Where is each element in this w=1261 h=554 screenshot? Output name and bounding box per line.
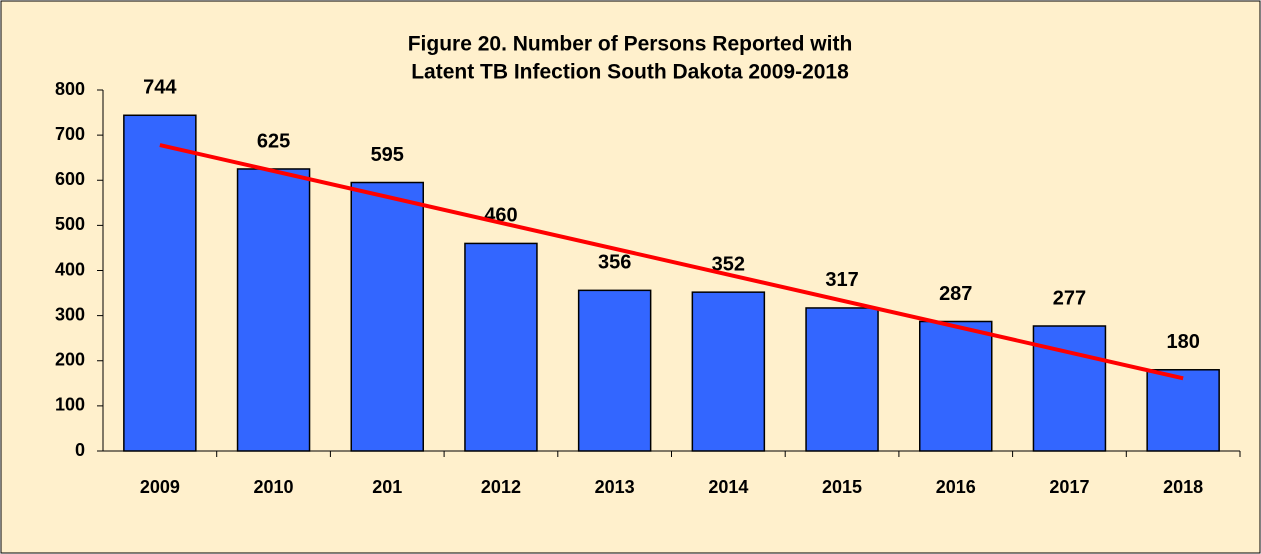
bar — [805, 307, 879, 452]
bar — [123, 114, 197, 452]
value-label: 317 — [825, 269, 858, 291]
bar — [236, 168, 311, 452]
bar — [577, 289, 652, 452]
trend-line — [159, 143, 1184, 381]
y-tick-label: 0 — [75, 440, 85, 460]
x-tick-label: 2015 — [822, 477, 862, 497]
y-tick-label: 500 — [55, 214, 85, 234]
value-label: 180 — [1166, 331, 1199, 353]
y-tick-label: 100 — [55, 395, 85, 415]
bar — [464, 242, 538, 452]
y-tick-label: 200 — [55, 350, 85, 370]
x-tick-label: 2010 — [254, 477, 294, 497]
value-label: 744 — [143, 77, 177, 99]
bar — [1146, 369, 1220, 452]
x-tick-label: 201 — [372, 477, 402, 497]
chart-title: Latent TB Infection South Dakota 2009-20… — [411, 61, 849, 84]
x-tick-label: 2009 — [140, 477, 180, 497]
x-tick-label: 2013 — [595, 477, 635, 497]
y-tick-label: 400 — [55, 259, 85, 279]
chart-title: Figure 20. Number of Persons Reported wi… — [408, 33, 853, 56]
y-tick-label: 600 — [55, 169, 85, 189]
value-label: 595 — [371, 144, 404, 166]
value-label: 277 — [1053, 287, 1086, 309]
value-label: 625 — [257, 130, 290, 152]
bar — [919, 320, 993, 452]
value-label: 352 — [712, 253, 745, 275]
x-tick-label: 2017 — [1049, 477, 1089, 497]
y-tick-label: 800 — [55, 79, 85, 99]
y-tick-label: 300 — [55, 304, 85, 324]
x-tick-label: 2018 — [1163, 477, 1203, 497]
value-label: 356 — [598, 252, 631, 274]
x-tick-label: 2014 — [708, 477, 748, 497]
bar — [350, 181, 424, 452]
x-tick-label: 2016 — [936, 477, 976, 497]
bar — [691, 291, 766, 452]
value-label: 287 — [939, 283, 972, 305]
y-tick-label: 700 — [55, 124, 85, 144]
x-tick-label: 2012 — [481, 477, 521, 497]
